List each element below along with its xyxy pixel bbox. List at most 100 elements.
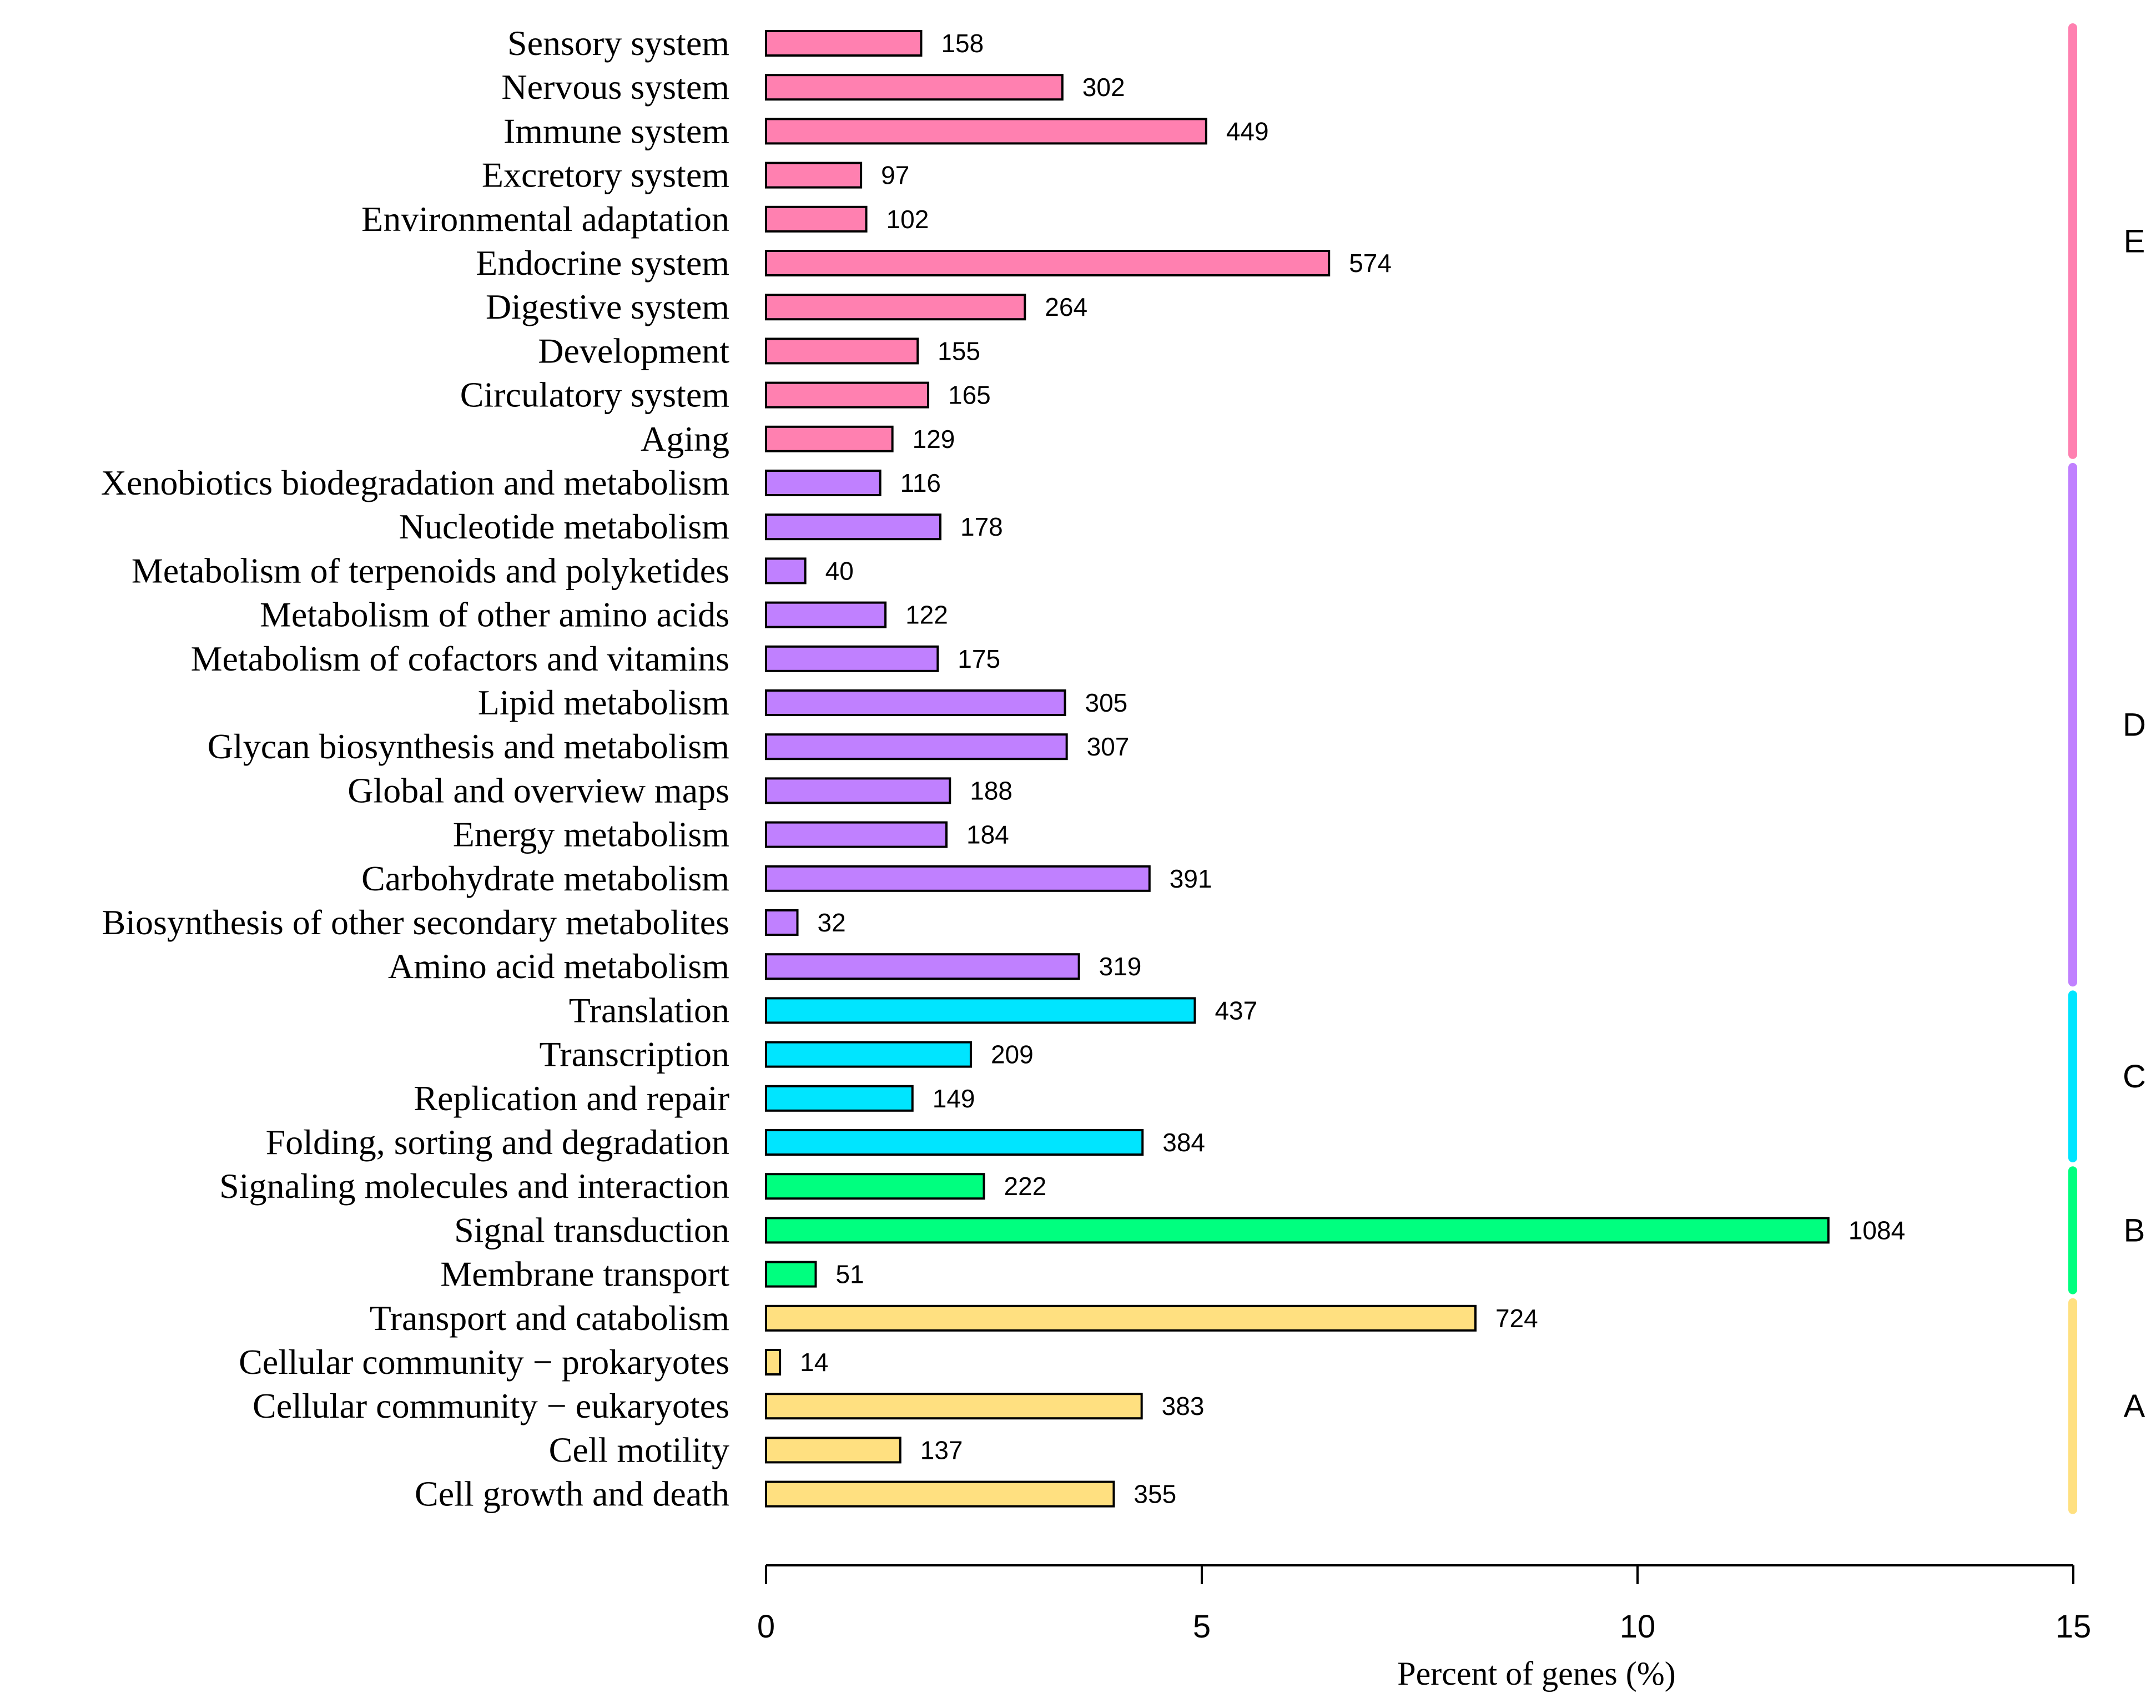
value-label: 137 <box>920 1435 963 1464</box>
group-label-d: D <box>2123 707 2146 743</box>
value-label: 178 <box>960 512 1003 541</box>
category-label: Nucleotide metabolism <box>399 507 729 546</box>
category-label: Signal transduction <box>454 1210 729 1249</box>
bar-xenobiotics-biodegradation-and-metabolism <box>765 470 881 496</box>
category-label: Digestive system <box>486 287 729 326</box>
bar-transcription <box>765 1041 972 1068</box>
category-label: Carbohydrate metabolism <box>361 859 729 898</box>
category-label: Excretory system <box>482 155 729 195</box>
category-label: Biosynthesis of other secondary metaboli… <box>102 903 729 942</box>
bar-membrane-transport <box>765 1261 817 1288</box>
value-label: 307 <box>1087 732 1130 761</box>
x-tick-label: 15 <box>2056 1609 2092 1645</box>
bar-metabolism-of-other-amino-acids <box>765 601 887 628</box>
category-label: Environmental adaptation <box>361 199 729 239</box>
bar-cellular-community-prokaryotes <box>765 1349 782 1376</box>
group-label-b: B <box>2124 1212 2145 1248</box>
value-label: 184 <box>966 820 1009 849</box>
value-label: 391 <box>1170 864 1212 893</box>
category-label: Glycan biosynthesis and metabolism <box>208 727 729 766</box>
value-label: 97 <box>881 161 909 190</box>
bar-biosynthesis-of-other-secondary-metabolites <box>765 909 799 936</box>
bar-energy-metabolism <box>765 821 948 848</box>
bar-cellular-community-eukaryotes <box>765 1393 1143 1420</box>
group-label-e: E <box>2124 223 2145 259</box>
group-indicators: E D C B A <box>2068 23 2146 1514</box>
value-label: 384 <box>1162 1128 1205 1157</box>
value-label: 14 <box>800 1348 828 1377</box>
bar-sensory-system <box>765 30 923 57</box>
category-label: Folding, sorting and degradation <box>266 1122 729 1162</box>
category-label: Metabolism of cofactors and vitamins <box>191 639 729 678</box>
value-label: 188 <box>970 776 1012 805</box>
bar-translation <box>765 997 1196 1024</box>
bar-transport-and-catabolism <box>765 1304 1477 1332</box>
category-label: Nervous system <box>501 67 729 107</box>
value-label: 116 <box>900 468 941 497</box>
value-label: 175 <box>958 644 1000 673</box>
value-label: 129 <box>913 425 955 454</box>
category-label: Circulatory system <box>460 375 729 415</box>
bar-cell-motility <box>765 1437 901 1464</box>
x-tick-label: 10 <box>1620 1609 1656 1645</box>
category-label: Membrane transport <box>440 1254 729 1294</box>
category-label: Global and overview maps <box>347 770 729 810</box>
value-label: 209 <box>991 1040 1034 1069</box>
bar-development <box>765 337 919 365</box>
category-label: Transcription <box>539 1035 729 1074</box>
category-label: Lipid metabolism <box>478 683 729 722</box>
category-label: Cellular community − eukaryotes <box>253 1386 729 1425</box>
bar-global-and-overview-maps <box>765 777 951 804</box>
category-label: Replication and repair <box>414 1079 729 1118</box>
bar-cell-growth-and-death <box>765 1480 1115 1508</box>
bar-excretory-system <box>765 162 863 189</box>
value-label: 102 <box>886 205 929 234</box>
category-label: Cell growth and death <box>415 1474 729 1514</box>
bar-circulatory-system <box>765 381 930 409</box>
category-label: Translation <box>569 990 729 1030</box>
bar-amino-acid-metabolism <box>765 953 1080 980</box>
group-label-a: A <box>2124 1388 2145 1424</box>
x-tick-label: 0 <box>757 1609 775 1645</box>
value-label: 355 <box>1134 1480 1176 1509</box>
category-label: Aging <box>641 419 729 459</box>
value-label: 383 <box>1162 1392 1205 1420</box>
bar-signaling-molecules-and-interaction <box>765 1173 985 1200</box>
value-label: 149 <box>933 1084 975 1113</box>
value-label: 155 <box>938 336 980 365</box>
value-label: 302 <box>1082 73 1125 102</box>
bar-lipid-metabolism <box>765 689 1066 716</box>
category-label: Metabolism of other amino acids <box>260 595 729 634</box>
bar-aging <box>765 425 894 452</box>
value-label: 264 <box>1045 293 1087 321</box>
value-label: 165 <box>948 381 991 410</box>
bar-carbohydrate-metabolism <box>765 865 1151 892</box>
value-label: 574 <box>1349 249 1392 278</box>
value-label: 122 <box>905 601 948 629</box>
bar-environmental-adaptation <box>765 205 868 233</box>
bar-glycan-biosynthesis-and-metabolism <box>765 733 1068 760</box>
category-label: Xenobiotics biodegradation and metabolis… <box>101 463 729 502</box>
bar-endocrine-system <box>765 250 1331 276</box>
value-label: 724 <box>1495 1304 1538 1333</box>
bar-nervous-system <box>765 74 1064 101</box>
category-label: Amino acid metabolism <box>388 946 729 986</box>
bar-replication-and-repair <box>765 1085 914 1112</box>
category-label: Metabolism of terpenoids and polyketides <box>132 551 729 590</box>
value-label: 1084 <box>1848 1216 1905 1245</box>
value-label: 449 <box>1226 117 1269 145</box>
value-label: 158 <box>941 29 984 58</box>
category-label: Immune system <box>503 111 729 150</box>
value-label: 40 <box>825 556 854 585</box>
value-label: 437 <box>1215 996 1257 1025</box>
bar-immune-system <box>765 118 1207 145</box>
bar-metabolism-of-terpenoids-and-polyketides <box>765 557 807 585</box>
bar-folding-sorting-and-degradation <box>765 1129 1144 1156</box>
value-label: 305 <box>1085 688 1128 717</box>
bar-signal-transduction <box>765 1217 1830 1244</box>
x-axis-title: Percent of genes (%) <box>1397 1655 1675 1692</box>
group-label-c: C <box>2123 1059 2146 1095</box>
value-label: 319 <box>1099 952 1142 981</box>
bar-nucleotide-metabolism <box>765 513 941 541</box>
